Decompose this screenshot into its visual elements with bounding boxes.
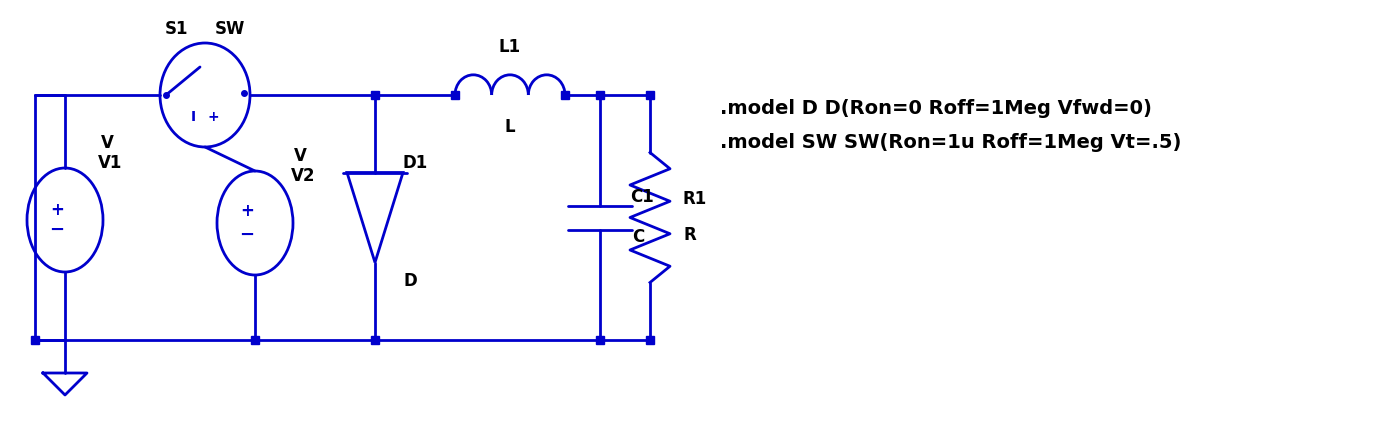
Text: V: V (101, 134, 114, 152)
Text: I: I (190, 110, 195, 124)
Text: −: − (50, 221, 65, 239)
Text: L: L (505, 118, 516, 136)
Text: .model D D(Ron=0 Roff=1Meg Vfwd=0): .model D D(Ron=0 Roff=1Meg Vfwd=0) (719, 99, 1152, 117)
Text: V: V (294, 147, 306, 165)
Text: .model SW SW(Ron=1u Roff=1Meg Vt=.5): .model SW SW(Ron=1u Roff=1Meg Vt=.5) (719, 134, 1181, 152)
Text: D1: D1 (402, 153, 428, 172)
Text: V1: V1 (98, 154, 122, 172)
Text: +: + (240, 202, 254, 220)
Text: +: + (50, 201, 64, 219)
Text: D: D (403, 272, 417, 290)
Text: R: R (683, 226, 696, 244)
Text: C: C (632, 229, 644, 247)
Text: V2: V2 (291, 167, 315, 185)
Text: SW: SW (215, 20, 245, 38)
Text: −: − (240, 226, 255, 244)
Text: S1: S1 (165, 20, 188, 38)
Text: L1: L1 (499, 38, 521, 56)
Text: C1: C1 (631, 188, 654, 206)
Text: +: + (207, 110, 219, 124)
Text: R1: R1 (683, 191, 707, 208)
